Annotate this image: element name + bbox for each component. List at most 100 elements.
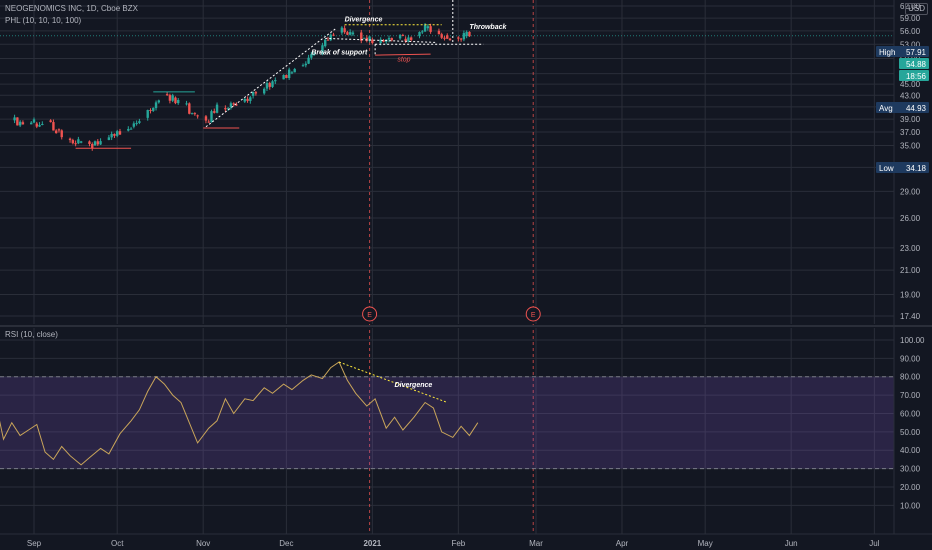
currency-button[interactable]: USD — [905, 3, 928, 15]
candle[interactable] — [193, 113, 197, 115]
candle[interactable] — [368, 36, 371, 41]
candle[interactable] — [210, 111, 213, 123]
candle[interactable] — [232, 103, 235, 105]
candle[interactable] — [107, 137, 111, 140]
candle[interactable] — [21, 122, 25, 125]
candle[interactable] — [235, 104, 238, 106]
candle[interactable] — [152, 107, 155, 111]
candle[interactable] — [290, 72, 294, 74]
rsi-pane[interactable] — [0, 328, 894, 534]
candle[interactable] — [60, 130, 63, 138]
candle[interactable] — [301, 65, 305, 67]
candle[interactable] — [329, 34, 332, 41]
candle[interactable] — [443, 37, 446, 39]
candle[interactable] — [68, 138, 72, 141]
candle[interactable] — [351, 32, 355, 35]
price-pane[interactable] — [0, 0, 894, 324]
candle[interactable] — [110, 133, 113, 138]
candle[interactable] — [437, 30, 441, 35]
candle[interactable] — [304, 63, 308, 66]
candle[interactable] — [177, 99, 180, 104]
candle[interactable] — [213, 111, 216, 113]
candle[interactable] — [41, 123, 44, 125]
candle[interactable] — [251, 92, 255, 96]
candle[interactable] — [57, 129, 61, 131]
candle[interactable] — [429, 26, 432, 32]
candle[interactable] — [390, 38, 393, 41]
candle[interactable] — [88, 141, 91, 144]
candle[interactable] — [18, 121, 22, 126]
candle[interactable] — [188, 103, 191, 114]
candle[interactable] — [154, 102, 158, 109]
candle[interactable] — [13, 117, 16, 121]
candle[interactable] — [446, 35, 449, 39]
candle[interactable] — [409, 37, 413, 40]
candle[interactable] — [165, 94, 169, 96]
candle[interactable] — [332, 34, 335, 36]
candle[interactable] — [398, 35, 402, 39]
candle[interactable] — [52, 122, 55, 131]
candle[interactable] — [157, 100, 161, 103]
candle[interactable] — [254, 92, 258, 94]
candle[interactable] — [379, 39, 382, 43]
candle[interactable] — [32, 119, 36, 123]
candle[interactable] — [229, 103, 233, 108]
candle[interactable] — [404, 38, 407, 42]
candle[interactable] — [99, 141, 102, 145]
candle[interactable] — [224, 108, 227, 110]
candle[interactable] — [49, 120, 52, 123]
candle[interactable] — [54, 130, 58, 134]
candle[interactable] — [268, 83, 271, 87]
candle[interactable] — [360, 32, 363, 41]
candle[interactable] — [79, 141, 83, 143]
candle[interactable] — [282, 75, 285, 80]
candle[interactable] — [132, 123, 136, 127]
candle[interactable] — [293, 68, 296, 73]
candle[interactable] — [365, 37, 369, 41]
candle[interactable] — [312, 53, 316, 56]
candle[interactable] — [387, 38, 391, 40]
candle[interactable] — [459, 38, 463, 40]
candle[interactable] — [113, 133, 116, 136]
candle[interactable] — [285, 75, 288, 78]
candle[interactable] — [310, 54, 313, 58]
candle[interactable] — [418, 32, 421, 37]
candle[interactable] — [401, 35, 405, 37]
candle[interactable] — [74, 143, 77, 145]
candle[interactable] — [321, 45, 324, 54]
candle[interactable] — [174, 97, 177, 104]
candle[interactable] — [348, 32, 352, 35]
candle[interactable] — [326, 39, 330, 41]
candle[interactable] — [243, 98, 246, 102]
candle[interactable] — [440, 34, 443, 38]
candle[interactable] — [246, 98, 249, 101]
candle[interactable] — [77, 139, 80, 144]
candle[interactable] — [426, 26, 430, 29]
candle[interactable] — [204, 116, 208, 121]
candle[interactable] — [118, 131, 122, 135]
candle[interactable] — [190, 113, 194, 115]
earnings-event-icon[interactable] — [362, 306, 378, 322]
candle[interactable] — [343, 28, 346, 33]
rsi-line[interactable] — [0, 361, 479, 466]
candle[interactable] — [346, 32, 349, 35]
candle[interactable] — [307, 57, 310, 64]
candle[interactable] — [38, 124, 41, 127]
candle[interactable] — [371, 39, 374, 43]
candle[interactable] — [93, 141, 97, 146]
candle[interactable] — [340, 27, 344, 33]
candle[interactable] — [362, 37, 366, 39]
candle[interactable] — [271, 81, 274, 87]
candle[interactable] — [35, 123, 38, 127]
candle[interactable] — [116, 131, 119, 136]
candle[interactable] — [462, 33, 466, 40]
candle[interactable] — [407, 37, 410, 42]
candle[interactable] — [127, 128, 130, 131]
earnings-event-icon[interactable] — [525, 306, 541, 322]
candle[interactable] — [249, 97, 252, 101]
candle[interactable] — [146, 110, 149, 118]
candle[interactable] — [457, 37, 460, 39]
candle[interactable] — [448, 38, 452, 41]
candle[interactable] — [226, 108, 230, 110]
candle[interactable] — [171, 95, 174, 101]
